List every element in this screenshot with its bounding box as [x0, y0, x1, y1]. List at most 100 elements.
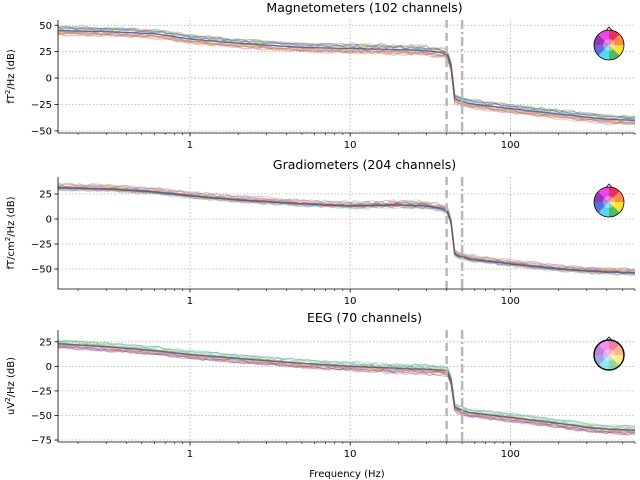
panel-1: 50 25 0 −25 −50 1 10 100 Magnetometers (102 chan…: [4, 0, 636, 151]
y-axis-label: fT/cm2/Hz (dB): [4, 196, 17, 269]
channel-trace: [57, 31, 636, 125]
channel-trace: [57, 27, 636, 120]
mean-trace: [57, 187, 636, 274]
channel-trace: [57, 186, 636, 274]
channel-trace: [57, 184, 636, 272]
channel-trace: [57, 187, 636, 276]
y-tick-label: −75: [31, 436, 52, 447]
x-tick-label: 100: [501, 449, 520, 460]
y-tick-label: 0: [46, 362, 52, 373]
y-axis-label: fT2/Hz (dB): [4, 49, 17, 104]
x-tick-label: 1: [187, 449, 193, 460]
channel-trace: [57, 346, 636, 435]
sensor-map-center: [603, 196, 615, 208]
x-tick-label: 10: [344, 296, 357, 307]
sensor-map-sector: [609, 191, 624, 202]
channel-trace: [57, 185, 636, 273]
sensor-map-sector: [594, 45, 609, 56]
channel-trace: [57, 184, 636, 273]
channel-trace: [57, 33, 636, 126]
y-tick-label: 25: [39, 47, 52, 58]
channel-trace: [57, 31, 636, 124]
channel-trace: [57, 27, 636, 120]
channel-trace: [57, 31, 635, 124]
sensor-map-sector: [594, 34, 609, 45]
sensor-map-sector: [598, 30, 609, 45]
channel-trace: [57, 341, 636, 430]
channel-trace: [57, 187, 636, 275]
channel-trace: [57, 185, 636, 274]
channel-trace: [57, 339, 635, 428]
sensor-map-sector: [598, 202, 609, 217]
sensor-map-sector: [609, 45, 620, 60]
channel-trace: [57, 345, 636, 434]
channel-trace: [57, 184, 635, 272]
channel-trace: [57, 30, 635, 123]
channel-trace: [57, 339, 636, 428]
channel-trace: [57, 33, 636, 126]
sensor-map-sector: [609, 30, 620, 45]
y-tick-label: 0: [46, 215, 52, 226]
sensor-map-sector: [609, 45, 624, 56]
sensor-map-sector: [609, 202, 624, 213]
y-tick-label: −50: [31, 411, 52, 422]
y-tick-label: −25: [31, 100, 52, 111]
channel-trace: [57, 26, 636, 119]
panel-title: Magnetometers (102 channels): [266, 0, 462, 15]
sensor-map-nose: [605, 26, 613, 31]
channel-trace: [57, 25, 635, 118]
x-tick-label: 100: [501, 140, 520, 151]
sensor-map-sector: [598, 355, 609, 370]
channel-trace: [57, 188, 636, 276]
sensor-map-outline: [593, 29, 625, 61]
y-tick-label: −25: [31, 240, 52, 251]
channel-trace: [57, 189, 636, 277]
channel-trace: [57, 342, 636, 431]
channel-trace: [57, 26, 636, 119]
sensor-map-icon: [593, 336, 625, 371]
sensor-map-sector: [598, 187, 609, 202]
channel-trace: [57, 188, 636, 276]
sensor-map-sector: [609, 34, 624, 45]
channel-trace: [57, 25, 636, 118]
sensor-map-sector: [609, 344, 624, 355]
channel-trace: [57, 32, 636, 125]
channel-trace: [57, 342, 636, 432]
sensor-map-icon: [593, 26, 625, 61]
y-tick-label: 50: [39, 21, 52, 32]
y-tick-label: −25: [31, 386, 52, 397]
y-axis-label: uV2/Hz (dB): [4, 357, 17, 415]
channel-trace: [57, 186, 636, 275]
channel-trace: [57, 183, 636, 272]
channel-trace: [57, 28, 636, 121]
y-tick-label: −50: [31, 126, 52, 137]
x-tick-label: 1: [187, 296, 193, 307]
channel-trace: [57, 345, 636, 436]
channel-trace: [57, 342, 636, 431]
channel-trace: [57, 186, 636, 274]
y-tick-label: 0: [46, 74, 52, 85]
channel-trace: [57, 188, 636, 276]
y-tick-label: 25: [39, 190, 52, 201]
channel-trace: [57, 344, 636, 435]
channel-trace: [57, 344, 635, 434]
sensor-map-sector: [609, 355, 624, 366]
channel-trace: [57, 340, 636, 429]
channel-trace: [57, 26, 636, 120]
sensor-map-outline: [593, 339, 625, 371]
channel-trace: [57, 182, 636, 272]
channel-trace: [57, 32, 636, 125]
sensor-map-sector: [609, 202, 620, 217]
channel-trace: [57, 340, 636, 429]
channel-trace: [57, 345, 636, 434]
x-tick-label: 10: [344, 449, 357, 460]
x-axis-label: Frequency (Hz): [309, 469, 385, 480]
x-tick-label: 100: [501, 296, 520, 307]
sensor-map-sector: [594, 202, 609, 213]
channel-trace: [57, 186, 636, 274]
channel-trace: [57, 26, 636, 119]
channel-trace: [57, 346, 636, 436]
sensor-map-sector: [609, 187, 620, 202]
sensor-map-sector: [598, 340, 609, 355]
